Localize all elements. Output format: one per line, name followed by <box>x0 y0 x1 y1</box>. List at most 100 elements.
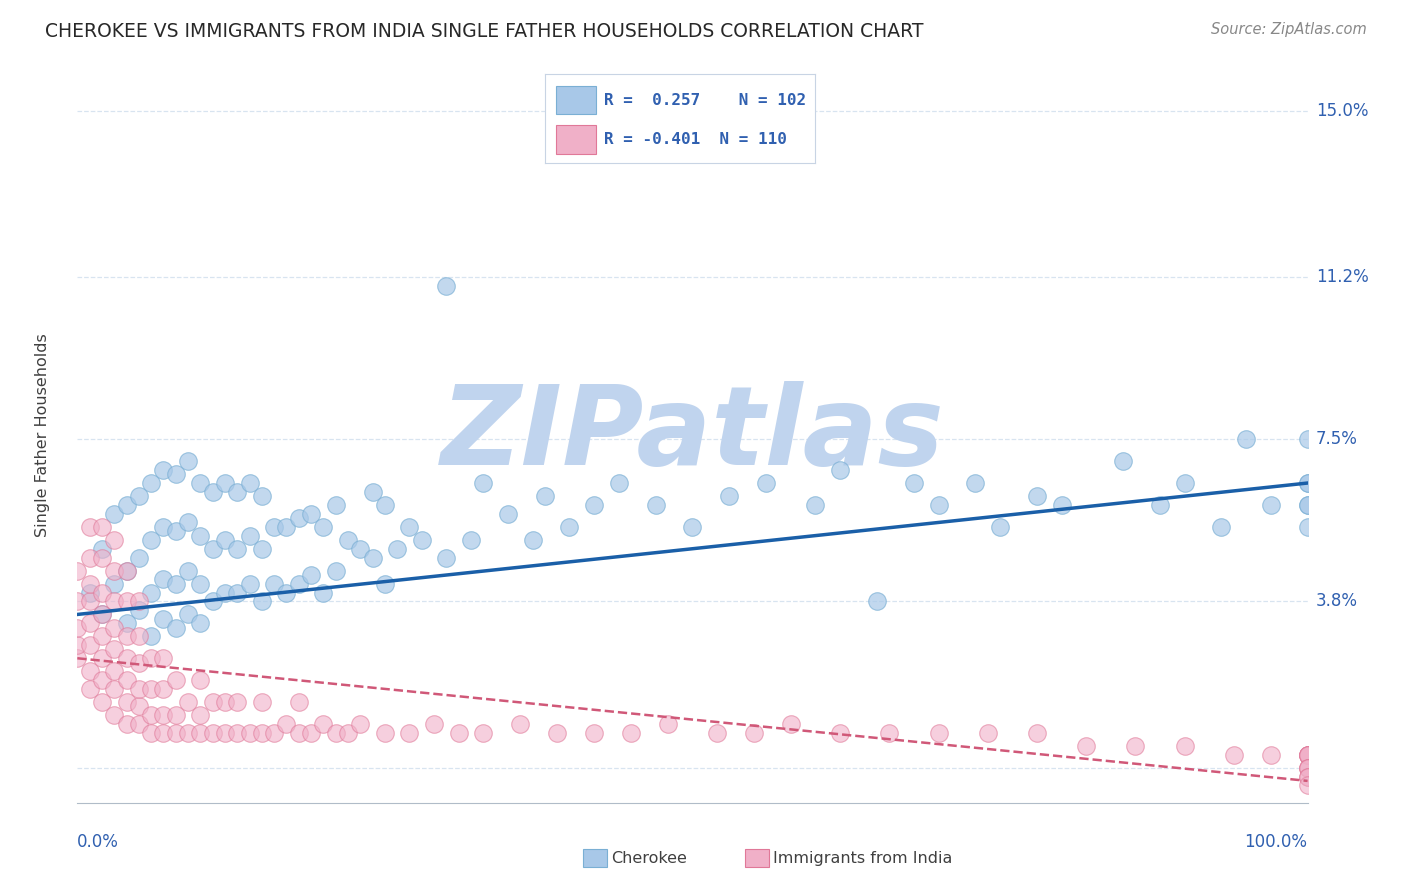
Point <box>1234 432 1257 446</box>
Point <box>103 681 125 696</box>
Point <box>152 725 174 739</box>
Point <box>165 621 187 635</box>
Point <box>152 520 174 534</box>
Point <box>1125 739 1147 753</box>
Text: 7.5%: 7.5% <box>1316 430 1358 449</box>
Point <box>103 564 125 578</box>
Point <box>79 616 101 631</box>
Point <box>1050 498 1073 512</box>
Point <box>1296 520 1319 534</box>
Point <box>1296 770 1319 784</box>
Point <box>1260 747 1282 762</box>
Point <box>214 695 236 709</box>
Point <box>534 489 557 503</box>
Point <box>755 476 778 491</box>
Point <box>141 708 163 723</box>
Point <box>1296 761 1319 775</box>
Point <box>472 725 495 739</box>
Point <box>103 576 125 591</box>
Point <box>1296 498 1319 512</box>
Text: Single Father Households: Single Father Households <box>35 333 51 537</box>
Point <box>1149 498 1171 512</box>
Point <box>152 612 174 626</box>
Point <box>607 476 630 491</box>
Point <box>66 651 89 665</box>
Point <box>79 576 101 591</box>
Point <box>79 681 101 696</box>
Text: 0.0%: 0.0% <box>77 833 120 851</box>
Point <box>903 476 925 491</box>
Point <box>165 673 187 688</box>
Point <box>66 638 89 652</box>
Point <box>177 564 200 578</box>
Point <box>79 594 101 608</box>
Point <box>1260 498 1282 512</box>
Point <box>312 520 335 534</box>
Point <box>165 725 187 739</box>
Point <box>152 681 174 696</box>
Point <box>398 520 420 534</box>
Point <box>583 498 606 512</box>
Point <box>141 629 163 643</box>
Point <box>141 725 163 739</box>
Point <box>1211 520 1233 534</box>
Point <box>250 541 273 556</box>
Point <box>152 651 174 665</box>
Text: Cherokee: Cherokee <box>612 852 688 866</box>
Point <box>201 725 224 739</box>
Point <box>804 498 827 512</box>
Point <box>718 489 741 503</box>
Point <box>398 725 420 739</box>
Point <box>115 651 138 665</box>
Point <box>79 638 101 652</box>
Point <box>90 520 114 534</box>
Point <box>988 520 1011 534</box>
Point <box>188 708 212 723</box>
Point <box>152 463 174 477</box>
Point <box>1296 747 1319 762</box>
Point <box>90 629 114 643</box>
Point <box>1296 778 1319 792</box>
Point <box>325 498 347 512</box>
Point <box>263 520 285 534</box>
Point <box>66 564 89 578</box>
Point <box>288 695 311 709</box>
Point <box>226 484 249 499</box>
Point <box>509 717 531 731</box>
Point <box>423 717 446 731</box>
Point <box>447 725 470 739</box>
Point <box>115 673 138 688</box>
Point <box>90 550 114 565</box>
Point <box>742 725 765 739</box>
Point <box>188 476 212 491</box>
Point <box>90 695 114 709</box>
Point <box>1296 476 1319 491</box>
Point <box>299 568 322 582</box>
Point <box>239 576 262 591</box>
Point <box>276 717 298 731</box>
Point <box>276 520 298 534</box>
Point <box>312 717 335 731</box>
Point <box>1026 725 1049 739</box>
Point <box>1296 747 1319 762</box>
Point <box>90 541 114 556</box>
Point <box>325 725 347 739</box>
Point <box>177 725 200 739</box>
Point <box>66 621 89 635</box>
Point <box>830 463 852 477</box>
Point <box>337 725 360 739</box>
Point <box>312 585 335 599</box>
Point <box>1223 747 1246 762</box>
Point <box>66 594 89 608</box>
Point <box>79 585 101 599</box>
Point <box>583 725 606 739</box>
Point <box>361 550 384 565</box>
Point <box>79 665 101 679</box>
Point <box>620 725 643 739</box>
Point <box>214 476 236 491</box>
Point <box>177 695 200 709</box>
Point <box>103 507 125 521</box>
Point <box>496 507 519 521</box>
Point <box>977 725 1000 739</box>
Point <box>115 616 138 631</box>
